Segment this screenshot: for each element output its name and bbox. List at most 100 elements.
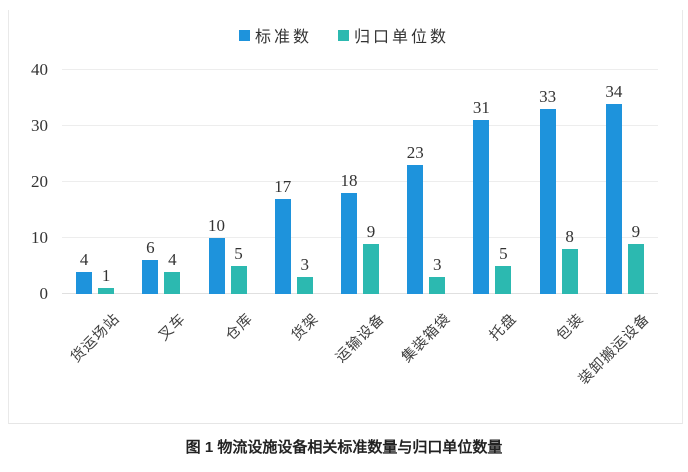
x-axis-category-label: 托盘 <box>487 310 521 345</box>
x-axis-category-label: 仓库 <box>222 310 256 345</box>
legend-label: 归口单位数 <box>354 29 450 46</box>
x-label-slot: 包装 <box>526 296 592 412</box>
bar-column: 9 <box>362 70 379 294</box>
bar-value-label: 34 <box>605 81 623 101</box>
bar-column: 10 <box>208 70 225 294</box>
bar-column: 34 <box>605 70 622 294</box>
bar-column: 17 <box>274 70 291 294</box>
bar-value-label: 33 <box>539 87 557 107</box>
gridline <box>62 69 658 70</box>
x-axis-labels: 货运场站 叉车 仓库 货架 运输设备 集装箱袋 托盘 包装 装卸搬运设备 <box>62 296 658 412</box>
bar <box>98 288 115 294</box>
bar <box>274 198 291 294</box>
bar <box>429 277 446 294</box>
bar-value-label: 4 <box>79 249 89 269</box>
x-label-slot: 货架 <box>261 296 327 412</box>
bar-value-label: 9 <box>366 221 376 241</box>
bar-value-label: 10 <box>208 216 226 235</box>
bar <box>627 243 644 294</box>
x-axis-category-label: 叉车 <box>156 310 190 345</box>
bar-value-label: 4 <box>168 249 177 269</box>
bar <box>473 120 490 294</box>
legend-swatch-icon <box>338 29 349 41</box>
figure-caption: 图 1 物流设施设备相关标准数量与归口单位数量 <box>185 439 503 456</box>
x-label-slot: 货运场站 <box>62 296 128 412</box>
bar <box>164 271 181 294</box>
x-axis-category-label: 货运场站 <box>68 310 124 366</box>
bar <box>340 193 357 294</box>
bar <box>495 266 512 294</box>
bar <box>230 266 247 294</box>
bar-column: 18 <box>340 70 357 294</box>
bar-group: 33 8 <box>539 70 578 294</box>
bar-column: 4 <box>164 70 181 294</box>
bar-group: 31 5 <box>473 70 512 294</box>
gridline <box>62 125 658 126</box>
chart-legend: 标准数 归口单位数 <box>0 23 688 47</box>
legend-swatch-icon <box>238 29 250 41</box>
bar <box>76 271 93 294</box>
bar-column: 23 <box>407 70 424 294</box>
bar <box>605 103 622 294</box>
x-label-slot: 运输设备 <box>327 296 393 412</box>
legend-item-1: 归口单位数 <box>338 23 449 47</box>
bar-column: 9 <box>627 70 644 294</box>
x-label-slot: 仓库 <box>194 296 260 412</box>
bar-value-label: 17 <box>274 176 292 196</box>
bar-column: 3 <box>296 70 313 294</box>
bar-value-label: 8 <box>565 227 574 247</box>
y-axis-tick-label: 0 <box>39 284 49 303</box>
bar-group: 17 3 <box>274 70 313 294</box>
legend-label: 标准数 <box>254 29 312 46</box>
x-axis-category-label: 货架 <box>288 310 322 345</box>
bar-column: 1 <box>98 70 115 294</box>
bar <box>142 260 159 294</box>
bar-column: 5 <box>230 70 247 294</box>
bar-value-label: 6 <box>146 238 155 258</box>
y-axis-tick-label: 10 <box>31 228 48 247</box>
y-axis-tick-label: 20 <box>31 172 48 191</box>
y-axis: 0 10 20 30 40 <box>0 61 52 302</box>
x-label-slot: 装卸搬运设备 <box>576 296 658 412</box>
bar-column: 3 <box>429 70 446 294</box>
bar-value-label: 31 <box>472 98 490 118</box>
bar-column: 4 <box>76 70 93 294</box>
bar-group: 18 9 <box>340 70 379 294</box>
legend-item-0: 标准数 <box>238 23 312 47</box>
gridline <box>62 293 658 294</box>
bar-column: 31 <box>473 70 490 294</box>
bar-value-label: 9 <box>631 221 641 241</box>
gridline <box>62 181 658 182</box>
bar <box>561 249 578 294</box>
x-label-slot: 托盘 <box>459 296 525 412</box>
bar-value-label: 3 <box>432 255 442 275</box>
plot-area: 4 1 6 4 10 5 17 3 18 9 23 3 31 5 33 8 34 9 <box>62 69 658 294</box>
bar <box>539 109 556 294</box>
bar-groups: 4 1 6 4 10 5 17 3 18 9 23 3 31 5 33 8 34 9 <box>62 70 658 294</box>
x-axis-category-label: 包装 <box>553 310 587 345</box>
x-axis-category-label: 集装箱袋 <box>399 310 455 366</box>
bar <box>296 277 313 294</box>
bar-column: 6 <box>142 70 159 294</box>
bar-group: 34 9 <box>605 70 644 294</box>
bar <box>362 243 379 294</box>
bar-value-label: 23 <box>406 143 424 163</box>
bar-value-label: 18 <box>340 171 358 191</box>
x-label-slot: 集装箱袋 <box>393 296 459 412</box>
bar <box>208 238 225 294</box>
bar <box>407 165 424 294</box>
y-axis-tick-label: 40 <box>31 60 48 79</box>
bar-value-label: 5 <box>234 244 243 263</box>
x-axis-category-label: 运输设备 <box>332 310 389 366</box>
bar-value-label: 5 <box>499 244 508 263</box>
bar-group: 23 3 <box>407 70 446 294</box>
chart-frame <box>8 10 683 424</box>
bar-value-label: 3 <box>300 255 310 275</box>
bar-column: 33 <box>539 70 556 294</box>
y-axis-tick-label: 30 <box>31 116 48 135</box>
bar-column: 5 <box>495 70 512 294</box>
bar-column: 8 <box>561 70 578 294</box>
